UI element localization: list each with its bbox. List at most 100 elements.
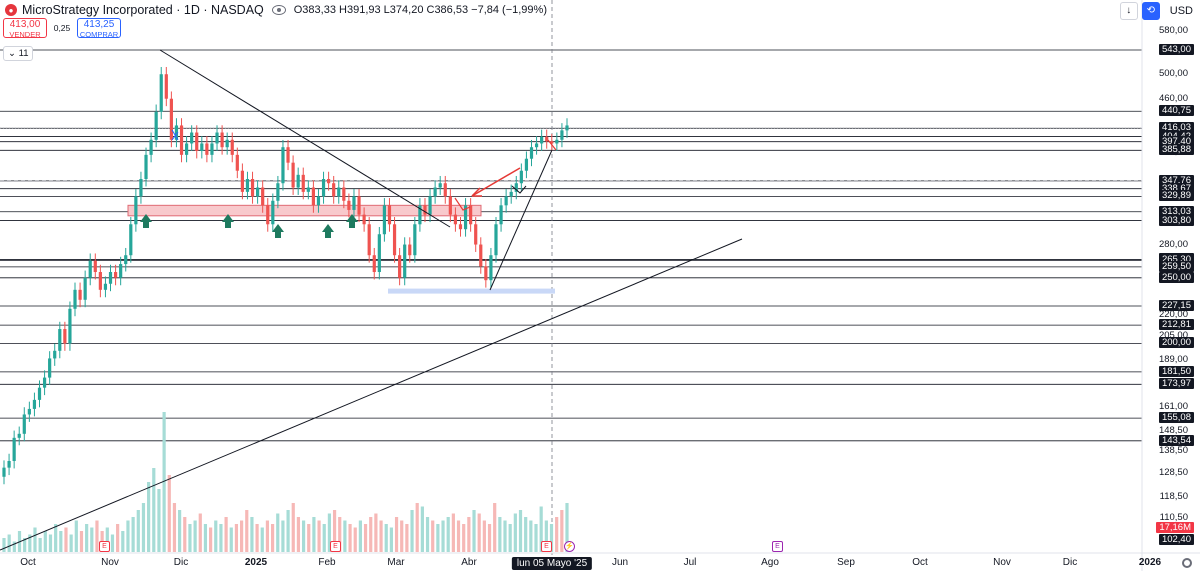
earnings-badge[interactable]: E — [541, 541, 552, 552]
candle — [169, 98, 173, 140]
candle — [159, 74, 163, 112]
price-level-tag: 259,50 — [1158, 260, 1194, 272]
trade-panel: 413,00 VENDER 0,25 413,25 COMPRAR — [0, 18, 121, 39]
candle — [124, 255, 128, 265]
volume-bar — [136, 510, 140, 552]
red-support-zone — [127, 204, 482, 217]
candle — [321, 178, 326, 197]
volume-bar — [110, 534, 115, 552]
price-label: 161,00 — [1158, 401, 1188, 413]
candle — [519, 170, 523, 184]
candle — [139, 178, 143, 197]
candle — [316, 196, 321, 206]
candle — [7, 461, 11, 468]
candle — [377, 234, 381, 273]
buy-label: COMPRAR — [79, 30, 119, 39]
volume-bar — [353, 527, 357, 552]
price-level-tag: 102,40 — [1158, 534, 1194, 545]
volume-bar — [560, 510, 564, 552]
candle — [347, 200, 351, 210]
volume-bar — [503, 520, 507, 552]
dividend-badge-icon[interactable]: ⚡ — [564, 541, 575, 552]
volume-bar — [276, 513, 280, 552]
up-arrow-icon — [222, 214, 234, 228]
volume-bar — [85, 524, 89, 552]
volume-bar — [410, 510, 414, 552]
volume-bar — [518, 510, 523, 552]
earnings-badge[interactable]: E — [772, 541, 783, 552]
earnings-badge[interactable]: E — [99, 541, 110, 552]
sell-button[interactable]: 413,00 VENDER — [3, 18, 47, 39]
volume-bar — [270, 524, 275, 552]
volume-bar — [219, 524, 223, 552]
volume-bar — [214, 520, 218, 552]
arrow-down-icon[interactable]: ↓ — [1119, 2, 1138, 20]
volume-bar — [544, 520, 548, 552]
time-label: Abr — [461, 557, 477, 568]
red-arrowhead-icon — [471, 187, 482, 197]
volume-bars — [2, 412, 569, 552]
price-label: 110,50 — [1159, 511, 1188, 523]
volume-bar — [147, 482, 151, 552]
price-level-tag: 200,00 — [1158, 337, 1194, 349]
volume-bar — [555, 517, 559, 552]
candle — [408, 244, 412, 256]
time-label: Nov — [101, 557, 119, 568]
price-level-tag: 303,80 — [1158, 214, 1194, 226]
cursor-date-label: lun 05 Mayo '25 — [511, 557, 593, 570]
volume-bar — [23, 538, 27, 552]
volume-bar — [157, 489, 161, 552]
volume-bar — [95, 520, 99, 552]
candle — [17, 433, 21, 438]
candle — [230, 139, 234, 155]
candle — [93, 260, 97, 273]
price-level-tag: 338,67 — [1158, 182, 1194, 194]
volume-bar — [126, 520, 130, 552]
volume-bar — [116, 524, 120, 552]
candle — [88, 260, 92, 278]
price-label: 138,50 — [1158, 445, 1188, 457]
symbol-title[interactable]: MicroStrategy Incorporated · 1D · NASDAQ — [22, 3, 264, 17]
candle — [301, 174, 305, 192]
red-tick-icon — [547, 139, 557, 151]
volume-bar — [379, 520, 383, 552]
sync-icon[interactable]: ⟲ — [1141, 2, 1160, 20]
indicator-toggle[interactable]: ⌄ 11 — [3, 46, 34, 61]
volume-bar — [229, 527, 233, 552]
volume-tag: 17,16M — [1156, 522, 1194, 533]
volume-bar — [224, 517, 228, 552]
volume-bar — [167, 475, 171, 552]
candle — [367, 224, 371, 256]
volume-bar — [529, 520, 533, 552]
volume-bar — [477, 513, 481, 552]
volume-bar — [369, 517, 373, 552]
candle — [27, 408, 31, 415]
buy-button[interactable]: 413,25 COMPRAR — [77, 18, 121, 39]
earnings-badge[interactable]: E — [330, 541, 341, 552]
volume-bar — [193, 520, 197, 552]
currency-selector[interactable]: USD — [1169, 5, 1193, 17]
price-level-tag: 173,97 — [1158, 378, 1194, 390]
volume-bar — [467, 517, 471, 552]
chevron-down-icon: ⌄ — [8, 48, 16, 59]
price-level-tag: 250,00 — [1158, 271, 1194, 283]
gear-icon[interactable] — [1182, 558, 1192, 568]
candle — [398, 255, 402, 278]
candle — [235, 154, 239, 171]
candle — [154, 111, 158, 140]
eye-icon[interactable] — [271, 5, 286, 15]
volume-bar — [90, 527, 94, 552]
volume-bar — [394, 517, 399, 552]
volume-bar — [7, 534, 11, 552]
candle — [2, 467, 6, 477]
volume-bar — [38, 538, 42, 552]
volume-bar — [332, 510, 337, 552]
volume-bar — [291, 503, 295, 552]
volume-bar — [28, 534, 32, 552]
volume-bar — [152, 468, 156, 552]
candle — [448, 196, 452, 215]
price-level-tag: 543,00 — [1158, 44, 1194, 55]
time-label: 2026 — [1138, 557, 1162, 568]
